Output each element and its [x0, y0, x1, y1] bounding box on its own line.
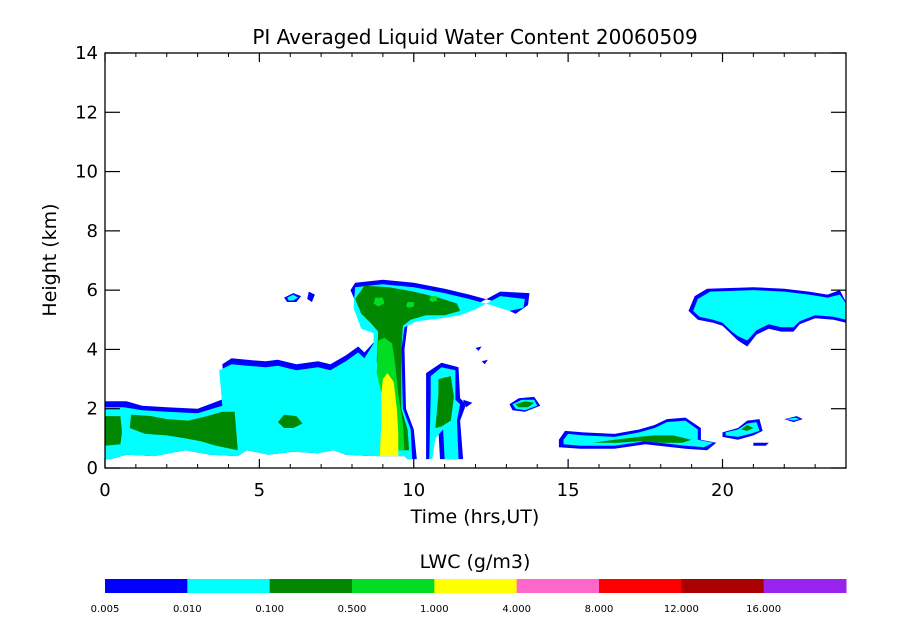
lwc-region-patch	[463, 399, 473, 408]
lwc-region-patch	[129, 411, 238, 451]
x-tick-label: 5	[254, 480, 265, 501]
y-axis-label: Height (km)	[39, 203, 61, 316]
lwc-region-patch	[406, 302, 414, 308]
lwc-region-patch	[693, 290, 846, 341]
lwc-region-patch	[741, 425, 754, 431]
colorbar-level-label: 0.500	[338, 604, 367, 615]
y-tick-label: 12	[75, 102, 98, 123]
y-tick-label: 0	[87, 458, 98, 479]
x-axis-label: Time (hrs,UT)	[410, 506, 540, 528]
chart-title: PI Averaged Liquid Water Content 2006050…	[252, 25, 697, 49]
colorbar-swatch	[516, 579, 600, 593]
lwc-region-patch	[475, 346, 482, 351]
lwc-region-patch	[355, 285, 461, 451]
x-tick-label: 0	[99, 480, 110, 501]
colorbar-level-label: 1.000	[420, 604, 449, 615]
colorbar-swatch	[681, 579, 765, 593]
x-axis-ticks: 0 5 10 15 20	[99, 53, 816, 501]
lwc-region-patch	[105, 416, 122, 446]
colorbar: 0.005 0.010 0.100 0.500 1.000 4.000 8.000 12.00…	[91, 579, 847, 615]
y-tick-label: 10	[75, 162, 98, 183]
colorbar-level-label: 16.000	[746, 604, 781, 615]
lwc-region-0.100	[105, 285, 754, 451]
colorbar-level-label: 0.005	[91, 604, 120, 615]
lwc-region-patch	[373, 297, 385, 307]
colorbar-swatch	[763, 579, 847, 593]
lwc-region-patch	[287, 294, 298, 301]
lwc-region-patch	[435, 376, 454, 428]
colorbar-level-label: 0.100	[255, 604, 284, 615]
colorbar-level-label: 8.000	[585, 604, 614, 615]
colorbar-swatch	[269, 579, 353, 593]
colorbar-title: LWC (g/m3)	[420, 551, 531, 573]
lwc-region-patch	[307, 291, 315, 302]
lwc-contour-plot	[105, 279, 846, 460]
y-tick-label: 8	[87, 221, 98, 242]
lwc-region-patch	[277, 414, 303, 428]
lwc-region-patch	[515, 401, 535, 408]
colorbar-swatch	[434, 579, 518, 593]
lwc-region-patch	[592, 435, 692, 443]
colorbar-level-label: 4.000	[502, 604, 531, 615]
x-tick-label: 20	[711, 480, 734, 501]
colorbar-swatch	[599, 579, 682, 593]
y-axis-ticks: 0 2 4 6 8 10 12 14	[75, 43, 846, 479]
lwc-region-patch	[379, 373, 399, 457]
y-tick-label: 6	[87, 280, 98, 301]
colorbar-swatch	[352, 579, 435, 593]
colorbar-swatch	[105, 579, 188, 593]
y-tick-label: 14	[75, 43, 98, 64]
lwc-region-1.000	[379, 373, 399, 457]
colorbar-swatch	[187, 579, 271, 593]
lwc-region-patch	[753, 442, 769, 446]
colorbar-level-label: 12.000	[664, 604, 699, 615]
colorbar-level-label: 0.010	[173, 604, 202, 615]
lwc-region-patch	[785, 417, 800, 421]
y-tick-label: 4	[87, 339, 98, 360]
x-tick-label: 15	[557, 480, 580, 501]
lwc-region-patch	[481, 359, 488, 365]
x-tick-label: 10	[402, 480, 425, 501]
y-tick-label: 2	[87, 399, 98, 420]
lwc-region-patch	[429, 296, 437, 302]
